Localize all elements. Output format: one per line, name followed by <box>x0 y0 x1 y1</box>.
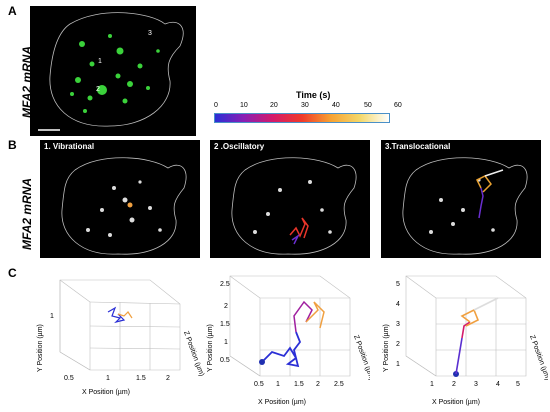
plot-1-xtick-1: 1 <box>106 375 110 382</box>
panel-b3-image: 3.Translocational <box>381 140 541 258</box>
marker-2: 2 <box>96 86 100 93</box>
panel-a-image: 1 2 3 <box>30 6 196 136</box>
panel-b3-title: 3.Translocational <box>385 142 451 151</box>
panel-b1-image: 1. Vibrational <box>40 140 200 258</box>
plot-2-ylabel: Y Position (µm) <box>207 324 214 372</box>
plot-2-xtick-3: 2 <box>316 381 320 388</box>
plot-2: 2.5 2 1.5 1 0.5 0.5 1 1.5 2 2.5 X Positi… <box>207 275 370 406</box>
panel-c-letter: C <box>8 266 17 280</box>
panel-b-letter: B <box>8 138 17 152</box>
plot-3-xtick-0: 1 <box>430 381 434 388</box>
plot-2-xtick-0: 0.5 <box>254 381 264 388</box>
colorbar-ticks: 0 10 20 30 40 50 60 <box>214 102 402 109</box>
panel-b1-title: 1. Vibrational <box>44 142 95 151</box>
plot-2-xtick-4: 2.5 <box>334 381 344 388</box>
plot-3-zlabel: Z Position (µm) <box>528 334 548 381</box>
colorbar-title: Time (s) <box>296 90 331 100</box>
plot-3: 5 4 3 2 1 1 2 3 4 5 X Position (µm) Y Po… <box>383 275 548 406</box>
plot-2-ytick-1: 2 <box>224 303 228 310</box>
plot-2-zlabel: Z Position (µm) <box>352 334 370 381</box>
panel-a-letter: A <box>8 4 17 18</box>
plot-3-xtick-1: 2 <box>452 381 456 388</box>
panel-b2-cell <box>231 157 357 255</box>
panel-b3-cell <box>402 157 528 255</box>
panel-a-cell <box>38 12 184 131</box>
plot-1-xtick-3: 2 <box>166 375 170 382</box>
plot-3-ytick-2: 3 <box>396 321 400 328</box>
plot-1-ylabel: Y Position (µm) <box>37 324 44 372</box>
plot-3-xtick-3: 4 <box>496 381 500 388</box>
plot-3-ylabel: Y Position (µm) <box>383 324 390 372</box>
plot-3-xlabel: X Position (µm) <box>432 399 480 406</box>
plot-2-ytick-4: 0.5 <box>220 357 230 364</box>
plot-2-ytick-2: 1.5 <box>220 321 230 328</box>
plot-3-xtick-4: 5 <box>516 381 520 388</box>
plot-3-ytick-4: 1 <box>396 361 400 368</box>
plot-2-xtick-1: 1 <box>276 381 280 388</box>
plot-1-xtick-0: 0.5 <box>64 375 74 382</box>
plot-3-ytick-3: 2 <box>396 341 400 348</box>
plot-1: 1 0.5 1 1.5 2 X Position (µm) Y Position… <box>37 279 205 396</box>
plot-2-ytick-3: 1 <box>224 339 228 346</box>
panel-b-side-label: MFA2 mRNA <box>20 177 34 250</box>
panel-b2-title: 2 .Oscillatory <box>214 142 265 151</box>
plot-2-ytick-0: 2.5 <box>220 281 230 288</box>
colorbar-gradient <box>214 113 390 123</box>
plot-1-xlabel: X Position (µm) <box>82 389 130 396</box>
marker-3: 3 <box>148 30 152 37</box>
plot-2-xlabel: X Position (µm) <box>258 399 306 406</box>
plot-1-xtick-2: 1.5 <box>136 375 146 382</box>
panel-b2-image: 2 .Oscillatory <box>210 140 370 258</box>
plot-3-xtick-2: 3 <box>474 381 478 388</box>
panel-b1-cell <box>61 157 187 255</box>
plot-2-xtick-2: 1.5 <box>294 381 304 388</box>
plot-3-ytick-1: 4 <box>396 301 400 308</box>
plot-3-ytick-0: 5 <box>396 281 400 288</box>
marker-1: 1 <box>98 58 102 65</box>
plot-1-ytick-0: 1 <box>50 313 54 320</box>
